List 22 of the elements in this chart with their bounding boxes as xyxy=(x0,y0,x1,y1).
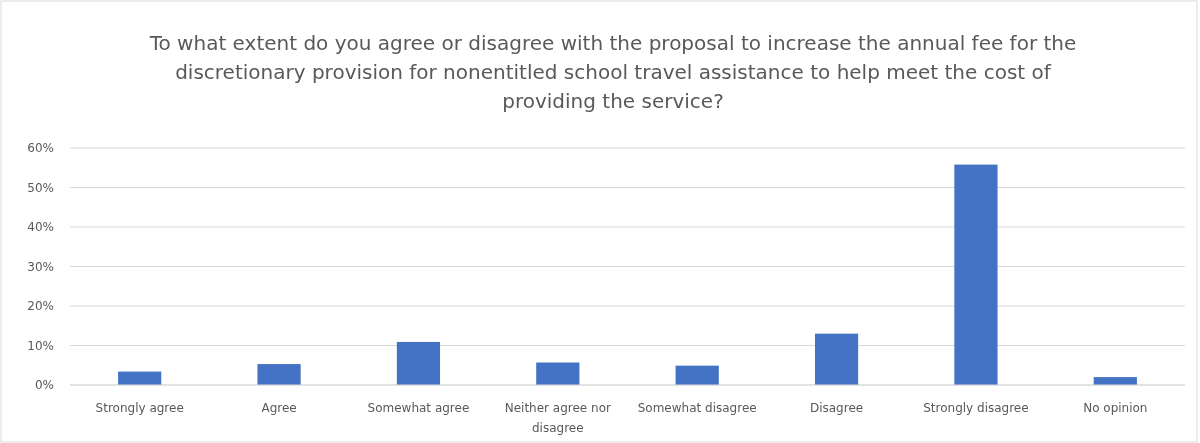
x-tick-label: Disagree xyxy=(809,401,864,415)
y-tick-label: 10% xyxy=(27,338,54,353)
y-tick-label: 30% xyxy=(27,259,54,274)
x-tick-label: Neither agree nor disagree xyxy=(504,401,611,435)
x-tick-label: Strongly agree xyxy=(95,401,184,415)
x-tick-label: No opinion xyxy=(1083,401,1148,415)
x-tick-label: Somewhat disagree xyxy=(637,401,757,415)
x-tick-label: Strongly disagree xyxy=(923,401,1029,415)
x-tick-label: Agree xyxy=(261,401,297,415)
bar xyxy=(396,341,441,385)
bar xyxy=(536,362,580,385)
bar xyxy=(814,333,859,385)
y-tick-label: 50% xyxy=(27,180,54,195)
y-tick-label: 20% xyxy=(27,299,54,314)
bar xyxy=(954,164,998,385)
bar xyxy=(257,364,301,385)
x-tick-label: Somewhat agree xyxy=(367,401,470,415)
y-tick-label: 40% xyxy=(27,220,54,235)
bar xyxy=(675,365,719,385)
y-tick-label: 0% xyxy=(34,378,54,393)
chart-title: To what extent do you agree or disagree with the proposal to increase the annual fee for the discretionary provision for nonentitled school travel assistance to help meet the cost of providing the service? xyxy=(148,31,1077,113)
y-tick-label: 60% xyxy=(27,141,54,156)
